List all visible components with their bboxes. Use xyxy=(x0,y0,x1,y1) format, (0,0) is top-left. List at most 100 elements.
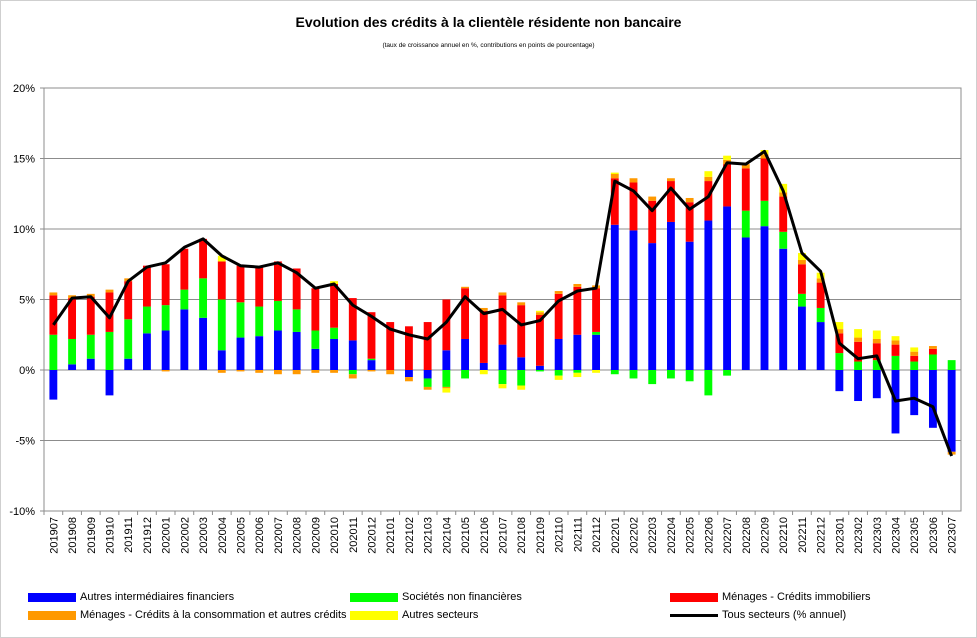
x-tick-label: 202210 xyxy=(778,517,790,554)
bar-segment-s1-201907 xyxy=(49,334,58,370)
bar-segment-s4-202303 xyxy=(872,330,881,339)
x-tick-label: 202105 xyxy=(460,517,472,554)
bar-segment-s2-202208 xyxy=(741,168,750,211)
x-tick-label: 202111 xyxy=(572,517,584,552)
chart-title: Evolution des crédits à la clientèle rés… xyxy=(295,14,682,30)
bar-segment-s1-202104 xyxy=(442,370,451,387)
bar-segment-s2-202111 xyxy=(573,286,582,335)
bar-segment-s2-202001 xyxy=(161,264,170,306)
bar-segment-s2-202203 xyxy=(648,200,657,244)
bar-segment-s0-202006 xyxy=(255,336,264,370)
bar-segment-s3-202010 xyxy=(330,370,339,373)
bar-segment-s1-202209 xyxy=(760,200,769,227)
bar-segment-s1-202203 xyxy=(648,370,657,385)
bar-segment-s2-202007 xyxy=(273,261,282,301)
x-tick-label: 201907 xyxy=(48,517,60,554)
bar-segment-s3-202004 xyxy=(217,370,226,373)
bar-segment-s1-201911 xyxy=(124,319,133,359)
bar-segment-s3-202005 xyxy=(236,370,245,372)
bar-segment-s4-202004 xyxy=(217,255,226,262)
bar-segment-s4-202201 xyxy=(610,172,619,175)
bar-segment-s3-202304 xyxy=(891,340,900,345)
bar-segment-s0-201910 xyxy=(105,370,114,396)
x-tick-label: 202307 xyxy=(947,517,959,554)
bar-segment-s0-202106 xyxy=(479,362,488,370)
x-tick-label: 202001 xyxy=(161,517,173,554)
legend-swatch xyxy=(350,610,398,620)
bar-segment-s2-202201 xyxy=(610,178,619,225)
bar-segment-s3-202006 xyxy=(255,370,264,373)
x-tick-label: 202002 xyxy=(179,517,191,554)
legend-item: Tous secteurs (% annuel) xyxy=(670,608,846,622)
bar-segment-s2-201909 xyxy=(86,296,95,335)
bar-segment-s0-202212 xyxy=(816,322,825,370)
bar-segment-s1-202010 xyxy=(330,327,339,339)
x-tick-label: 201909 xyxy=(86,517,98,554)
bar-segment-s0-202009 xyxy=(311,348,320,370)
bar-segment-s1-202210 xyxy=(779,231,788,249)
bar-segment-s3-202302 xyxy=(854,337,863,342)
bar-segment-s0-202004 xyxy=(217,350,226,370)
y-tick-label: -10% xyxy=(9,506,35,518)
bar-segment-s0-202010 xyxy=(330,338,339,370)
bar-segment-s3-202211 xyxy=(797,260,806,265)
bar-segment-s2-202009 xyxy=(311,288,320,331)
y-tick-label: 5% xyxy=(19,295,35,307)
legend-swatch xyxy=(350,592,398,602)
bar-segment-s0-202108 xyxy=(517,357,526,370)
bar-segment-s3-201907 xyxy=(49,292,58,296)
bar-segment-s4-202206 xyxy=(704,171,713,177)
bar-segment-s3-202108 xyxy=(517,302,526,306)
bar-segment-s0-202110 xyxy=(554,338,563,370)
bar-segment-s2-202107 xyxy=(498,295,507,345)
bar-segment-s4-202104 xyxy=(442,388,451,393)
x-tick-label: 202109 xyxy=(535,517,547,554)
bar-segment-s4-202305 xyxy=(910,347,919,352)
x-tick-label: 202009 xyxy=(310,517,322,554)
bar-segment-s0-202306 xyxy=(928,370,937,428)
x-tick-label: 202201 xyxy=(610,517,622,554)
bar-segment-s0-202002 xyxy=(180,309,189,370)
bar-segment-s2-202002 xyxy=(180,248,189,290)
chart-subtitle: (taux de croissance annuel en %, contrib… xyxy=(382,42,595,49)
bar-segment-s1-202303 xyxy=(872,360,881,370)
bar-segment-s0-202211 xyxy=(797,306,806,370)
bar-segment-s3-202301 xyxy=(835,329,844,334)
bar-segment-s1-202005 xyxy=(236,302,245,338)
x-tick-label: 202209 xyxy=(760,517,772,554)
x-tick-label: 202003 xyxy=(198,517,210,554)
bar-segment-s1-202103 xyxy=(423,378,432,387)
bar-segment-s4-202107 xyxy=(498,384,507,389)
x-tick-label: 202101 xyxy=(385,517,397,554)
bar-segment-s2-202005 xyxy=(236,265,245,303)
bar-segment-s3-202109 xyxy=(535,312,544,316)
bar-segment-s0-201911 xyxy=(124,358,133,370)
bar-segment-s0-202011 xyxy=(348,340,357,370)
bar-segment-s4-202112 xyxy=(592,370,601,373)
bar-segment-s1-202004 xyxy=(217,299,226,351)
bar-segment-s2-202008 xyxy=(292,268,301,310)
legend-item: Ménages - Crédits immobiliers xyxy=(670,590,871,604)
bar-segment-s0-202105 xyxy=(461,338,470,370)
bar-segment-s0-201909 xyxy=(86,358,95,370)
bar-segment-s0-202307 xyxy=(947,370,956,452)
bar-segment-s2-202305 xyxy=(910,355,919,362)
legend-label: Tous secteurs (% annuel) xyxy=(722,609,847,621)
bar-segment-s0-202205 xyxy=(685,241,694,370)
bar-segment-s1-202002 xyxy=(180,289,189,310)
x-tick-label: 202302 xyxy=(853,517,865,554)
bar-segment-s2-202004 xyxy=(217,261,226,300)
x-tick-label: 202011 xyxy=(348,517,360,553)
bar-segment-s3-202205 xyxy=(685,197,694,203)
x-tick-label: 202305 xyxy=(909,517,921,554)
bar-segment-s0-202107 xyxy=(498,344,507,370)
bar-segment-s0-202012 xyxy=(367,360,376,370)
bar-segment-s3-202208 xyxy=(741,164,750,169)
bar-segment-s0-202204 xyxy=(666,221,675,370)
y-tick-label: 15% xyxy=(13,154,35,166)
bar-segment-s1-202302 xyxy=(854,361,863,370)
bar-segment-s3-202212 xyxy=(816,278,825,283)
bar-segment-s3-202008 xyxy=(292,370,301,375)
bar-segment-s3-202102 xyxy=(404,377,413,382)
bar-segment-s1-201908 xyxy=(68,338,77,365)
